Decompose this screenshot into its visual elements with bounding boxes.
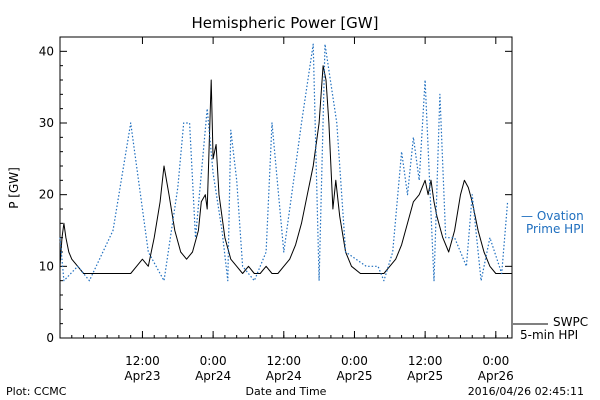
plot-frame: [59, 36, 513, 339]
x-tick-label-time: 0:00: [341, 354, 368, 368]
y-tick-label: 40: [39, 44, 54, 58]
series-line-ovation: [59, 43, 509, 282]
x-tick-label-time: 0:00: [200, 354, 227, 368]
x-tick-label-time: 12:00: [266, 354, 301, 368]
series-layer: [59, 43, 512, 282]
footer-timestamp: 2016/04/26 02:45:11: [468, 385, 584, 398]
x-tick-label-date: Apr25: [407, 369, 443, 383]
x-tick-label-time: 0:00: [482, 354, 509, 368]
footer: Plot: CCMC Date and Time 2016/04/26 02:4…: [6, 385, 584, 398]
y-axis: 0 10 20 30 40: [39, 44, 512, 345]
x-tick-label-date: Apr25: [336, 369, 372, 383]
legend-ovation-line1: — Ovation: [521, 209, 584, 223]
y-axis-label: P [GW]: [7, 167, 21, 209]
legend: — Ovation Prime HPI SWPC 5-min HPI: [513, 209, 588, 342]
x-tick-label-date: Apr23: [124, 369, 160, 383]
legend-swpc-line2: 5-min HPI: [520, 328, 578, 342]
chart-title: Hemispheric Power [GW]: [192, 14, 379, 32]
x-tick-label-time: 12:00: [125, 354, 160, 368]
x-tick-label-date: Apr24: [266, 369, 302, 383]
x-tick-label-date: Apr24: [195, 369, 231, 383]
legend-swpc-line1: SWPC: [553, 315, 588, 329]
x-tick-label-time: 12:00: [408, 354, 443, 368]
legend-ovation-line2: Prime HPI: [526, 222, 584, 236]
y-tick-label: 10: [39, 259, 54, 273]
series-line-swpc: [59, 65, 512, 274]
footer-xlabel: Date and Time: [246, 385, 327, 398]
y-tick-label: 0: [46, 331, 54, 345]
footer-credit: Plot: CCMC: [6, 385, 67, 398]
y-tick-label: 20: [39, 188, 54, 202]
x-tick-label-date: Apr26: [478, 369, 514, 383]
x-axis: 12:00Apr230:00Apr2412:00Apr240:00Apr2512…: [59, 37, 514, 383]
y-tick-label: 30: [39, 116, 54, 130]
